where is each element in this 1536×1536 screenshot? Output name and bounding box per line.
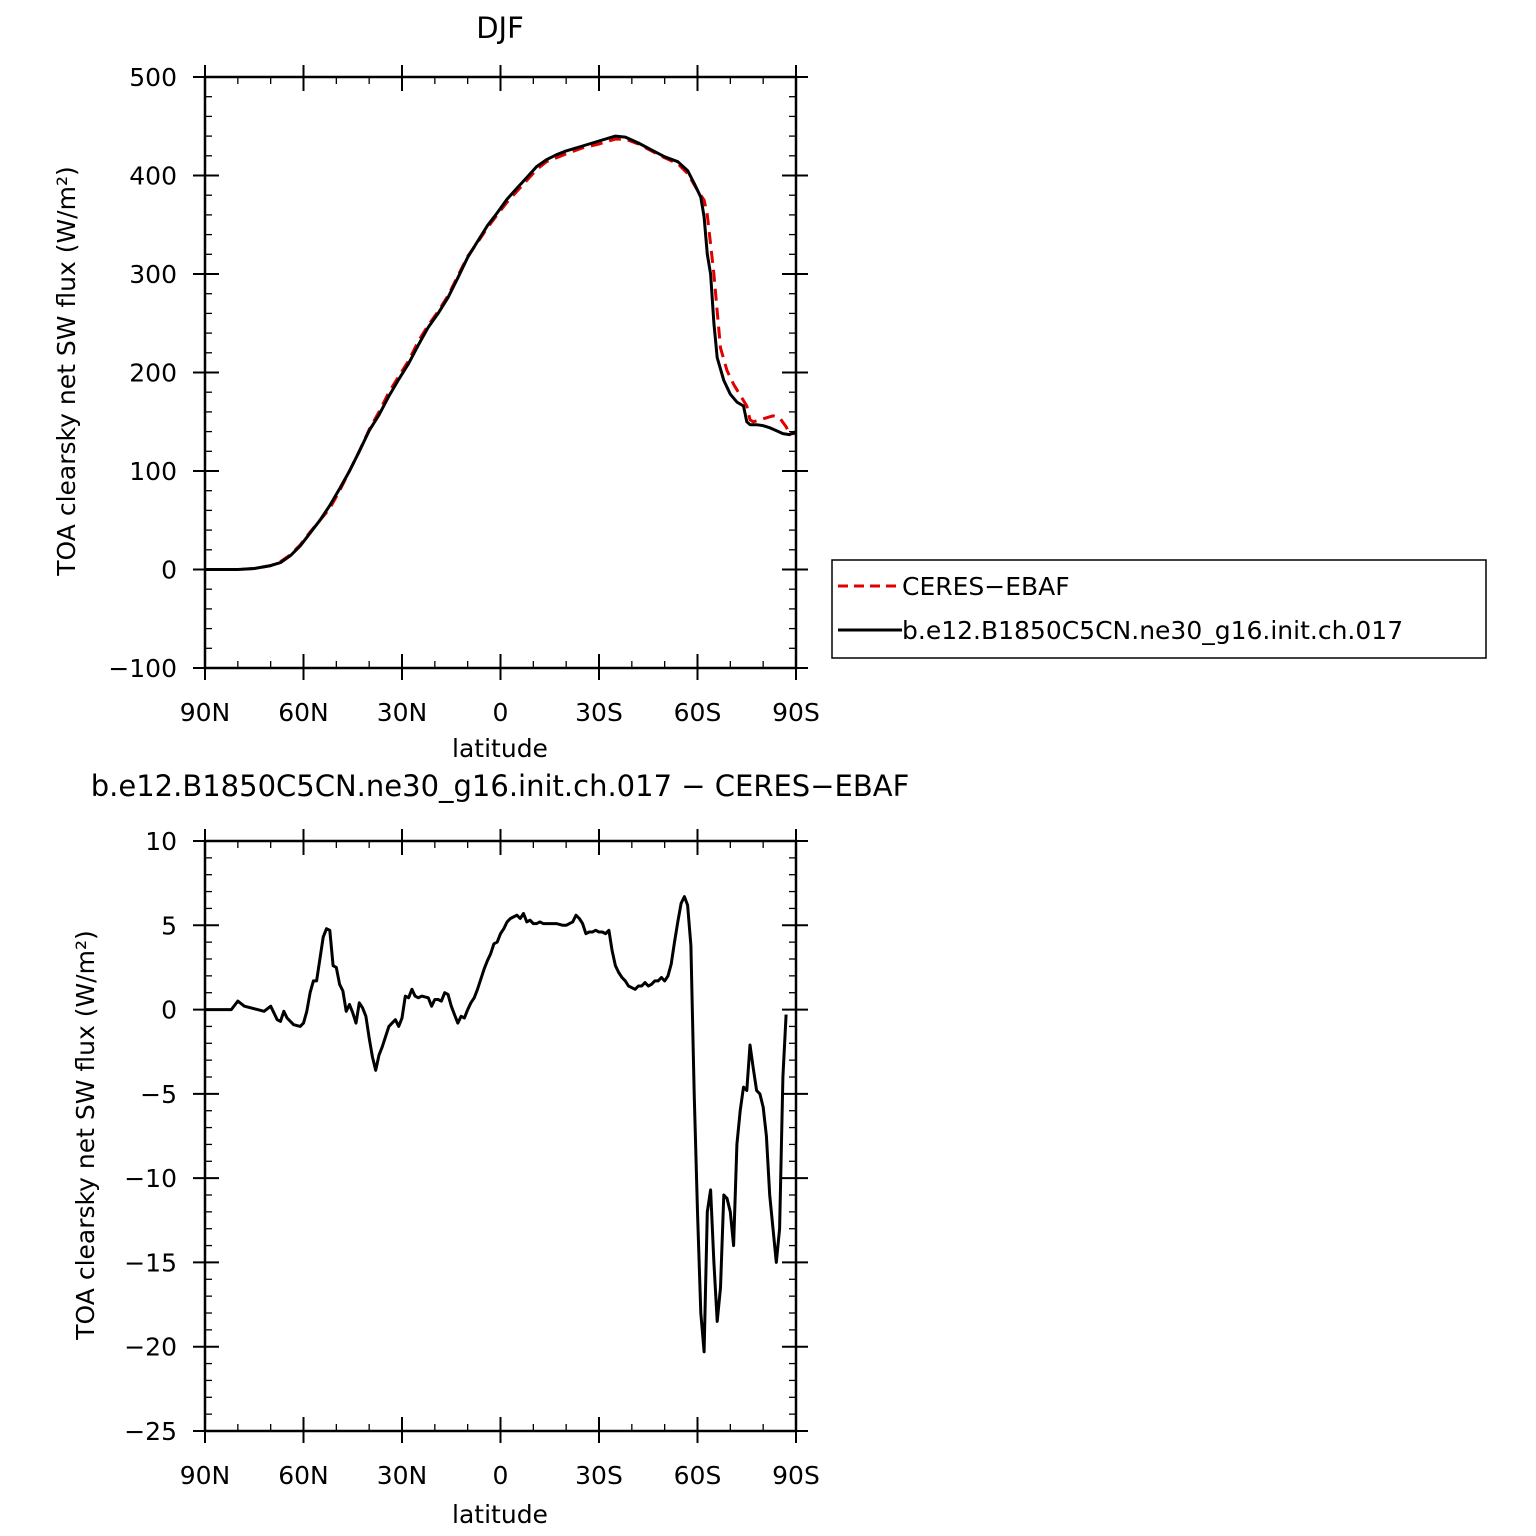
bottom-chart-y-tick-label: −20: [124, 1333, 177, 1362]
bottom-chart-y-tick-label: 5: [161, 911, 177, 940]
top-chart-x-tick-label: 60S: [674, 698, 722, 727]
top-chart-plot-frame: [203, 75, 798, 670]
bottom-chart-title: b.e12.B1850C5CN.ne30_g16.init.ch.017 − C…: [91, 769, 910, 803]
bottom-chart-x-tick-label: 90S: [772, 1461, 820, 1490]
top-chart-series-line-1: [205, 134, 797, 571]
bottom-chart-x-tick-label: 0: [493, 1461, 509, 1490]
bottom-chart-y-tick-label: 10: [145, 827, 177, 856]
bottom-chart-y-tick-label: −15: [124, 1248, 177, 1277]
top-chart-xlabel: latitude: [452, 734, 548, 763]
bottom-chart-y-tick-label: 0: [161, 996, 177, 1025]
legend-label-ceres-ebaf: CERES−EBAF: [902, 572, 1070, 601]
top-chart-y-tick-label: 100: [129, 457, 177, 486]
top-chart-panel: DJF TOA clearsky net SW flux (W/m²) lati…: [52, 11, 820, 763]
bottom-chart-panel: b.e12.B1850C5CN.ne30_g16.init.ch.017 − C…: [71, 769, 909, 1529]
top-chart-y-tick-label: 300: [129, 260, 177, 289]
top-chart-y-tick-label: 0: [161, 556, 177, 585]
bottom-chart-xlabel: latitude: [452, 1500, 548, 1529]
top-chart-series-line-0: [205, 137, 796, 571]
bottom-chart-y-tick-label: −25: [124, 1417, 177, 1446]
top-chart-title: DJF: [476, 11, 524, 45]
bottom-chart-ticks: −25 −20 −15 −10 −5 0 5 10 90N 60N 30N 0 30S 60S 90S: [124, 827, 820, 1490]
top-chart-y-tick-label: 400: [129, 162, 177, 191]
bottom-chart-x-tick-label: 90N: [180, 1461, 231, 1490]
top-chart-ylabel: TOA clearsky net SW flux (W/m²): [52, 166, 81, 576]
bottom-chart-x-tick-label: 30N: [377, 1461, 428, 1490]
bottom-chart-plot-frame: [203, 839, 798, 1433]
bottom-chart-series-line-0: [205, 895, 788, 1354]
top-chart-x-tick-label: 90S: [772, 698, 820, 727]
bottom-chart-y-tick-label: −10: [124, 1164, 177, 1193]
bottom-chart-x-tick-label: 60S: [674, 1461, 722, 1490]
legend-label-model: b.e12.B1850C5CN.ne30_g16.init.ch.017: [902, 616, 1403, 645]
legend-box: [831, 559, 1487, 659]
bottom-chart-x-tick-label: 30S: [575, 1461, 623, 1490]
top-chart-x-tick-label: 0: [493, 698, 509, 727]
top-chart-y-tick-label: −100: [108, 654, 177, 683]
top-chart-x-tick-label: 60N: [278, 698, 329, 727]
bottom-chart-y-tick-label: −5: [140, 1080, 177, 1109]
top-chart-ticks: −100 0 100 200 300 400 500 90N 60N 30N 0 30S 60S 90S: [108, 63, 820, 727]
top-chart-x-tick-label: 30S: [575, 698, 623, 727]
legend: CERES−EBAF b.e12.B1850C5CN.ne30_g16.init…: [831, 559, 1487, 659]
bottom-chart-x-tick-label: 60N: [278, 1461, 329, 1490]
top-chart-x-tick-label: 90N: [180, 698, 231, 727]
bottom-chart-ylabel: TOA clearsky net SW flux (W/m²): [71, 930, 100, 1340]
top-chart-y-tick-label: 500: [129, 63, 177, 92]
bottom-chart-series: [205, 895, 788, 1354]
top-chart-y-tick-label: 200: [129, 359, 177, 388]
top-chart-series: [205, 134, 797, 571]
top-chart-x-tick-label: 30N: [377, 698, 428, 727]
